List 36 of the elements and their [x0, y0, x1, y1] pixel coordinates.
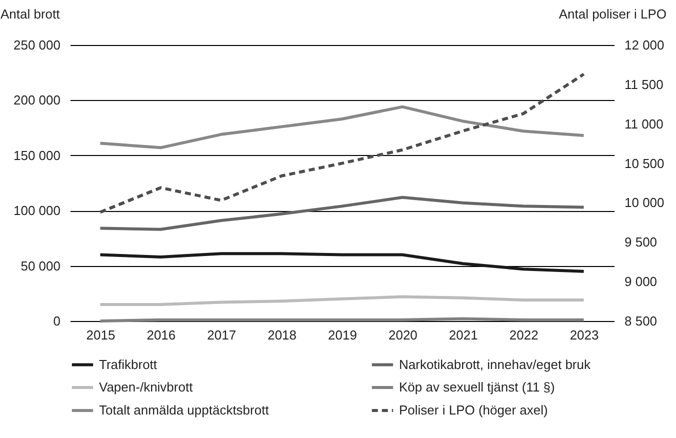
line-series: [98, 295, 586, 306]
x-tick-label: 2019: [328, 328, 357, 342]
y2-tick-label: 10 000: [624, 195, 664, 210]
legend-label: Poliser i LPO (höger axel): [399, 402, 548, 418]
legend-label: Narkotikabrott, innehav/eget bruk: [399, 356, 591, 372]
y-tick-label: 50 000: [20, 258, 60, 274]
y-tick-label: 100 000: [14, 203, 60, 218]
x-tick-label: 2015: [86, 328, 116, 342]
x-tick-label: 2016: [146, 328, 176, 342]
line-series: [98, 105, 586, 150]
line-series: [98, 252, 586, 273]
x-tick-label: 2021: [448, 328, 478, 342]
y2-tick-label: 10 500: [624, 156, 664, 171]
legend-label: Trafikbrott: [99, 356, 158, 372]
y-tick-label: 150 000: [14, 148, 60, 163]
line-series: [98, 72, 586, 214]
legend-label: Totalt anmälda upptäcktsbrott: [99, 402, 270, 418]
y2-tick-label: 9 000: [624, 274, 658, 290]
y-tick-label: 0: [53, 314, 60, 328]
y2-tick-label: 11 000: [624, 116, 664, 132]
y-tick-label: 250 000: [14, 38, 60, 52]
y-axis-title: Antal brott: [0, 6, 60, 22]
y2-tick-label: 8 500: [624, 314, 658, 328]
x-tick-label: 2018: [268, 328, 297, 342]
x-tick-label: 2022: [509, 328, 538, 342]
y2-axis-title: Antal poliser i LPO: [558, 6, 666, 22]
x-tick-label: 2023: [570, 328, 599, 342]
y2-tick-label: 9 500: [624, 234, 658, 250]
legend-label: Vapen-/knivbrott: [99, 380, 194, 394]
x-tick-label: 2020: [388, 328, 418, 342]
x-tick-label: 2017: [207, 328, 236, 342]
y2-tick-label: 12 000: [624, 38, 664, 52]
y-tick-label: 200 000: [14, 92, 60, 108]
legend-label: Köp av sexuell tjänst (11 §): [399, 380, 555, 394]
line-series: [98, 196, 586, 231]
y2-tick-label: 11 500: [624, 76, 664, 92]
